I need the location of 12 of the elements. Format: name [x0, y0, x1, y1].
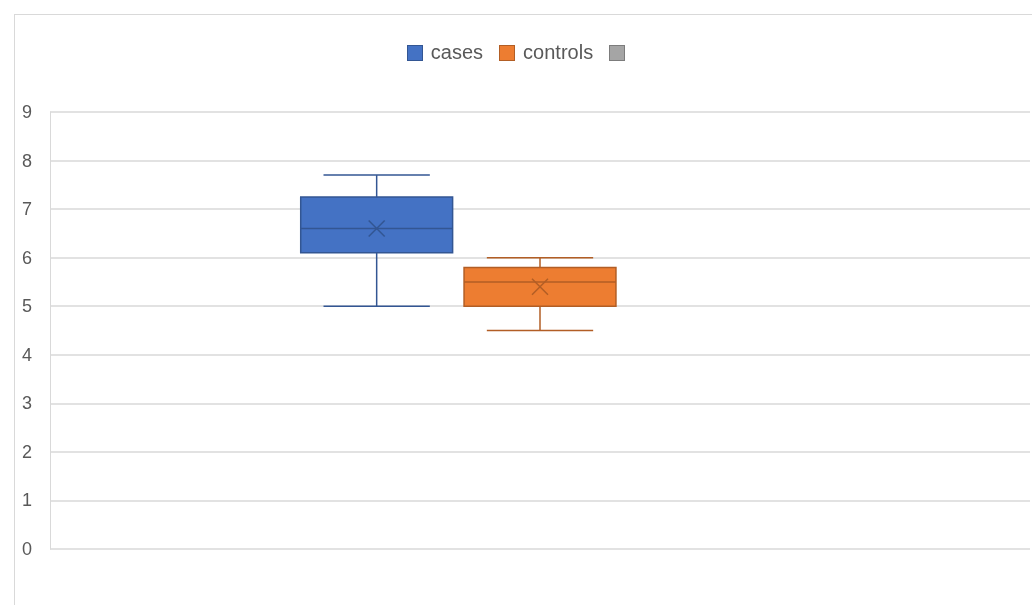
- y-tick-label: 2: [21, 441, 32, 462]
- y-tick-label: 4: [21, 344, 32, 365]
- legend-label: controls: [523, 41, 594, 64]
- y-tick-label: 9: [21, 102, 32, 122]
- y-tick-label: 3: [21, 393, 32, 414]
- y-tick-label: 7: [21, 199, 32, 220]
- y-tick-label: 8: [21, 150, 32, 171]
- y-tick-label: 0: [21, 539, 32, 559]
- y-tick-label: 5: [21, 296, 32, 317]
- y-tick-label: 1: [21, 490, 32, 511]
- y-tick-label: 6: [21, 247, 32, 268]
- legend-label: cases: [430, 41, 484, 64]
